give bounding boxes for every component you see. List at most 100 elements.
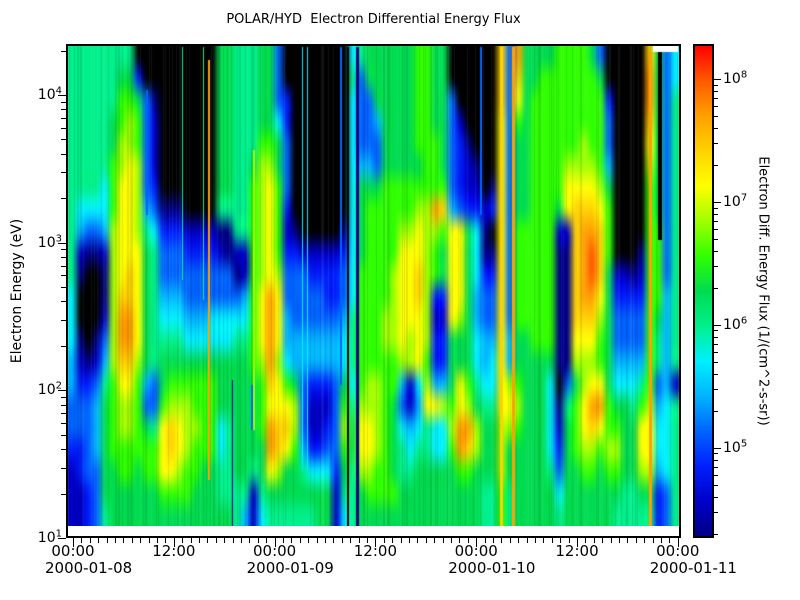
colorbar-minor-tick — [714, 459, 718, 461]
x-major-tick — [677, 538, 679, 547]
x-minor-tick — [551, 538, 553, 543]
colorbar-minor-tick — [714, 164, 718, 166]
y-major-tick — [58, 390, 66, 392]
y-minor-tick — [61, 50, 66, 52]
x-major-tick — [173, 538, 175, 547]
x-minor-tick — [249, 538, 251, 543]
x-minor-tick — [157, 538, 158, 543]
x-minor-tick — [434, 538, 436, 543]
x-minor-tick — [627, 538, 629, 543]
colorbar-major-tick — [714, 79, 721, 80]
y-major-tick — [58, 95, 66, 96]
y-minor-tick — [61, 301, 66, 303]
y-minor-tick — [61, 249, 66, 251]
x-tick-label: 00:00 2000-01-09 — [246, 542, 334, 577]
colorbar-minor-tick — [714, 453, 718, 455]
x-tick-label: 00:00 2000-01-11 — [649, 542, 737, 577]
colorbar-minor-tick — [714, 116, 718, 117]
x-minor-tick — [543, 538, 545, 543]
y-minor-tick — [61, 493, 66, 495]
x-minor-tick — [215, 538, 217, 543]
x-minor-tick — [341, 538, 343, 543]
x-major-tick — [274, 538, 276, 547]
colorbar-minor-tick — [714, 238, 718, 240]
x-major-tick — [73, 538, 74, 547]
x-minor-tick — [593, 538, 595, 543]
y-minor-tick — [61, 413, 66, 415]
x-minor-tick — [602, 538, 604, 543]
colorbar-major-tick — [714, 201, 721, 203]
x-tick-label: 12:00 — [152, 542, 196, 560]
x-minor-tick — [585, 538, 587, 543]
colorbar-minor-tick — [714, 330, 718, 332]
y-minor-tick — [61, 434, 66, 436]
colorbar-minor-tick — [714, 511, 718, 513]
colorbar-label: Electron Diff. Energy Flux (1/(cm^2-s-sr… — [755, 156, 771, 426]
colorbar-minor-tick — [714, 229, 718, 231]
colorbar-minor-tick — [714, 496, 718, 498]
x-minor-tick — [131, 538, 133, 543]
x-minor-tick — [467, 538, 469, 543]
x-minor-tick — [190, 538, 192, 543]
y-minor-tick — [61, 256, 66, 258]
x-minor-tick — [409, 538, 410, 543]
x-minor-tick — [610, 538, 612, 543]
plot-title: POLAR/HYD Electron Differential Energy F… — [226, 12, 521, 27]
x-minor-tick — [535, 538, 536, 543]
colorbar-minor-tick — [714, 220, 718, 222]
x-minor-tick — [644, 538, 646, 543]
y-minor-tick — [61, 139, 66, 141]
x-minor-tick — [568, 538, 570, 543]
x-minor-tick — [199, 538, 200, 543]
x-minor-tick — [257, 538, 259, 543]
x-minor-tick — [165, 538, 167, 543]
y-minor-tick — [61, 397, 66, 399]
x-minor-tick — [501, 538, 503, 543]
x-minor-tick — [661, 538, 662, 543]
colorbar-tick-label: 108 — [723, 69, 748, 87]
x-minor-tick — [493, 538, 494, 543]
y-major-tick — [58, 242, 66, 244]
x-major-tick — [577, 538, 578, 547]
y-minor-tick — [61, 127, 66, 129]
x-minor-tick — [459, 538, 461, 543]
colorbar-minor-tick — [714, 143, 718, 145]
x-minor-tick — [123, 538, 125, 543]
colorbar-tick-label: 106 — [723, 315, 748, 333]
x-minor-tick — [451, 538, 452, 543]
x-minor-tick — [308, 538, 310, 543]
x-minor-tick — [140, 538, 142, 543]
colorbar-minor-tick — [714, 106, 718, 108]
colorbar-minor-tick — [714, 90, 718, 92]
y-minor-tick — [61, 404, 66, 406]
colorbar-minor-tick — [714, 474, 718, 476]
colorbar-minor-tick — [714, 361, 718, 363]
y-minor-tick — [61, 101, 66, 103]
x-minor-tick — [182, 538, 184, 543]
colorbar-minor-tick — [714, 533, 718, 535]
x-minor-tick — [266, 538, 268, 543]
colorbar-minor-tick — [714, 466, 718, 468]
colorbar-minor-tick — [714, 250, 718, 252]
colorbar-minor-tick — [714, 207, 718, 209]
y-major-tick — [58, 538, 66, 539]
colorbar-minor-tick — [714, 343, 718, 345]
y-minor-tick — [61, 287, 66, 289]
y-tick-label: 102 — [37, 380, 62, 399]
x-minor-tick — [316, 538, 318, 543]
x-minor-tick — [400, 538, 402, 543]
y-minor-tick — [61, 423, 66, 425]
x-major-tick — [476, 538, 478, 547]
colorbar-minor-tick — [714, 213, 718, 215]
y-minor-tick — [61, 319, 66, 321]
x-minor-tick — [283, 538, 284, 543]
x-minor-tick — [98, 538, 100, 543]
colorbar-minor-tick — [714, 98, 718, 100]
x-minor-tick — [635, 538, 637, 543]
x-minor-tick — [325, 538, 326, 543]
x-minor-tick — [442, 538, 444, 543]
x-minor-tick — [81, 538, 83, 543]
x-major-tick — [375, 538, 377, 547]
x-minor-tick — [392, 538, 394, 543]
